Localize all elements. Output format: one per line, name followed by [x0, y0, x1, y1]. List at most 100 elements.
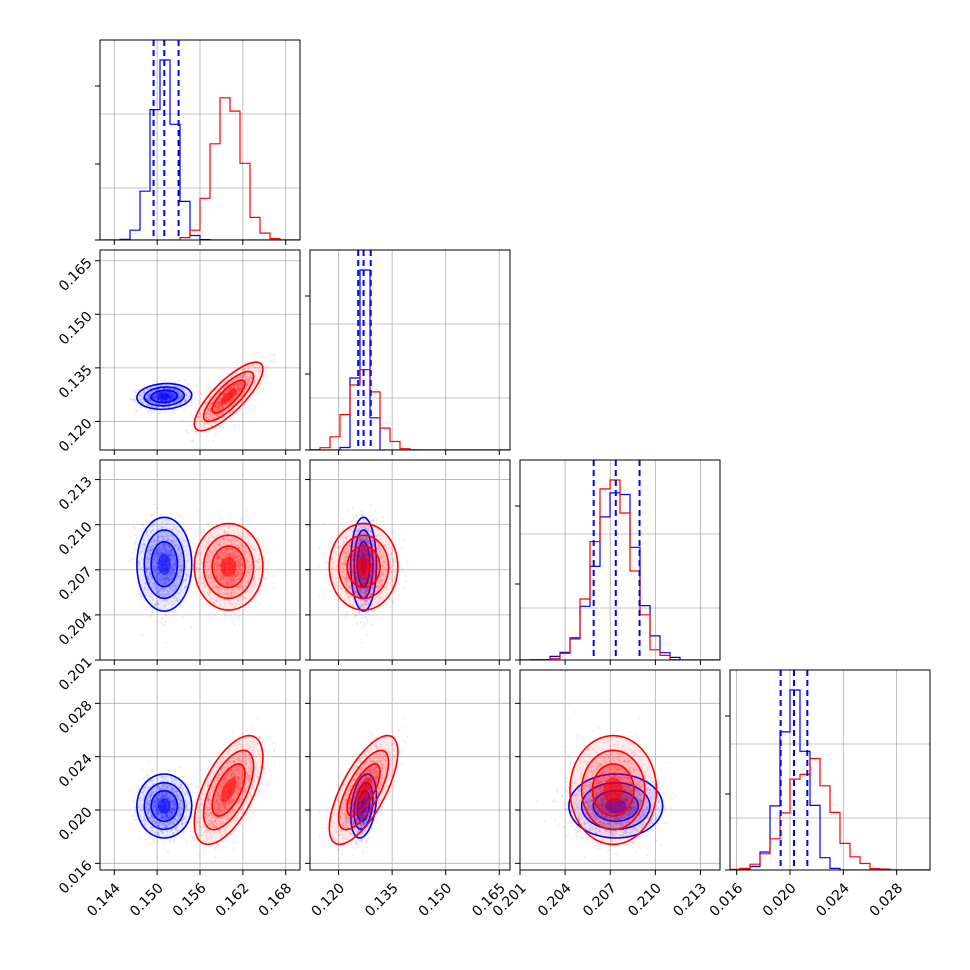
- scatter-point: [218, 412, 221, 415]
- scatter-point: [170, 395, 174, 399]
- scatter-point: [248, 380, 251, 383]
- scatter-point: [159, 546, 162, 549]
- scatter-point: [213, 409, 216, 412]
- scatter-point: [188, 395, 191, 398]
- scatter-point: [208, 389, 211, 392]
- scatter-point: [237, 377, 240, 380]
- scatter-point: [152, 585, 155, 588]
- scatter-point: [226, 409, 229, 412]
- scatter-point: [242, 375, 245, 378]
- scatter-point: [212, 417, 215, 420]
- scatter-point: [186, 382, 189, 385]
- scatter-point: [194, 397, 198, 400]
- scatter-point: [135, 409, 138, 412]
- scatter-point: [235, 392, 238, 395]
- scatter-point: [158, 403, 161, 406]
- scatter-point: [161, 399, 164, 402]
- scatter-point: [233, 384, 236, 387]
- scatter-point: [184, 388, 187, 391]
- scatter-point: [185, 395, 189, 398]
- scatter-point: [199, 412, 202, 415]
- scatter-point: [134, 401, 137, 404]
- scatter-point: [164, 612, 167, 615]
- scatter-point: [207, 612, 210, 615]
- scatter-point: [200, 531, 203, 534]
- scatter-point: [265, 369, 268, 372]
- scatter-point: [170, 541, 173, 545]
- scatter-point: [170, 392, 173, 395]
- scatter-point: [157, 392, 160, 395]
- scatter-point: [239, 387, 243, 391]
- scatter-point: [166, 578, 169, 581]
- scatter-point: [149, 399, 152, 402]
- scatter-point: [245, 377, 248, 380]
- scatter-point: [154, 392, 157, 396]
- scatter-point: [179, 402, 182, 405]
- scatter-point: [149, 400, 152, 403]
- scatter-point: [219, 390, 222, 393]
- scatter-point: [194, 585, 197, 588]
- scatter-point: [216, 415, 219, 418]
- scatter-point: [162, 391, 165, 394]
- scatter-point: [234, 401, 237, 404]
- scatter-point: [141, 603, 144, 607]
- scatter-point: [238, 615, 241, 618]
- scatter-point: [145, 396, 148, 399]
- scatter-point: [220, 412, 223, 415]
- scatter-point: [170, 380, 173, 384]
- scatter-point: [256, 355, 259, 358]
- scatter-point: [175, 400, 178, 403]
- scatter-point: [239, 389, 242, 392]
- scatter-point: [198, 420, 201, 423]
- scatter-point: [184, 398, 187, 402]
- scatter-point: [216, 412, 219, 416]
- scatter-point: [221, 406, 225, 409]
- scatter-point: [139, 595, 142, 598]
- scatter-point: [162, 545, 166, 548]
- scatter-point: [236, 387, 239, 390]
- scatter-point: [246, 367, 250, 370]
- scatter-point: [264, 380, 267, 383]
- scatter-point: [161, 391, 164, 394]
- scatter-point: [168, 578, 171, 581]
- scatter-point: [163, 387, 166, 390]
- scatter-point: [229, 386, 232, 389]
- scatter-point: [170, 396, 173, 399]
- scatter-point: [219, 407, 222, 410]
- scatter-point: [156, 405, 159, 409]
- scatter-point: [146, 395, 150, 398]
- scatter-point: [169, 398, 172, 401]
- scatter-point: [232, 384, 235, 388]
- scatter-point: [159, 398, 162, 401]
- scatter-point: [180, 394, 183, 397]
- scatter-point: [147, 398, 151, 401]
- scatter-point: [148, 392, 151, 395]
- scatter-point: [157, 392, 160, 395]
- scatter-point: [223, 410, 226, 413]
- scatter-point: [202, 406, 206, 409]
- scatter-point: [218, 391, 221, 394]
- scatter-point: [161, 381, 164, 384]
- scatter-point: [217, 400, 220, 403]
- scatter-point: [234, 383, 237, 386]
- scatter-point: [236, 382, 239, 385]
- scatter-point: [160, 399, 163, 402]
- scatter-point: [139, 393, 142, 396]
- scatter-point: [207, 418, 210, 421]
- scatter-point: [222, 386, 226, 389]
- scatter-point: [156, 551, 159, 554]
- scatter-point: [173, 385, 176, 388]
- scatter-point: [223, 415, 226, 418]
- scatter-point: [157, 392, 160, 395]
- scatter-point: [235, 383, 238, 387]
- scatter-point: [165, 384, 168, 387]
- scatter-point: [216, 402, 219, 405]
- scatter-point: [161, 399, 165, 402]
- scatter-point: [242, 390, 245, 394]
- scatter-point: [258, 367, 261, 370]
- scatter-point: [155, 396, 158, 399]
- scatter-point: [228, 401, 231, 405]
- scatter-point: [172, 395, 175, 399]
- scatter-point: [248, 603, 251, 606]
- scatter-point: [218, 396, 222, 400]
